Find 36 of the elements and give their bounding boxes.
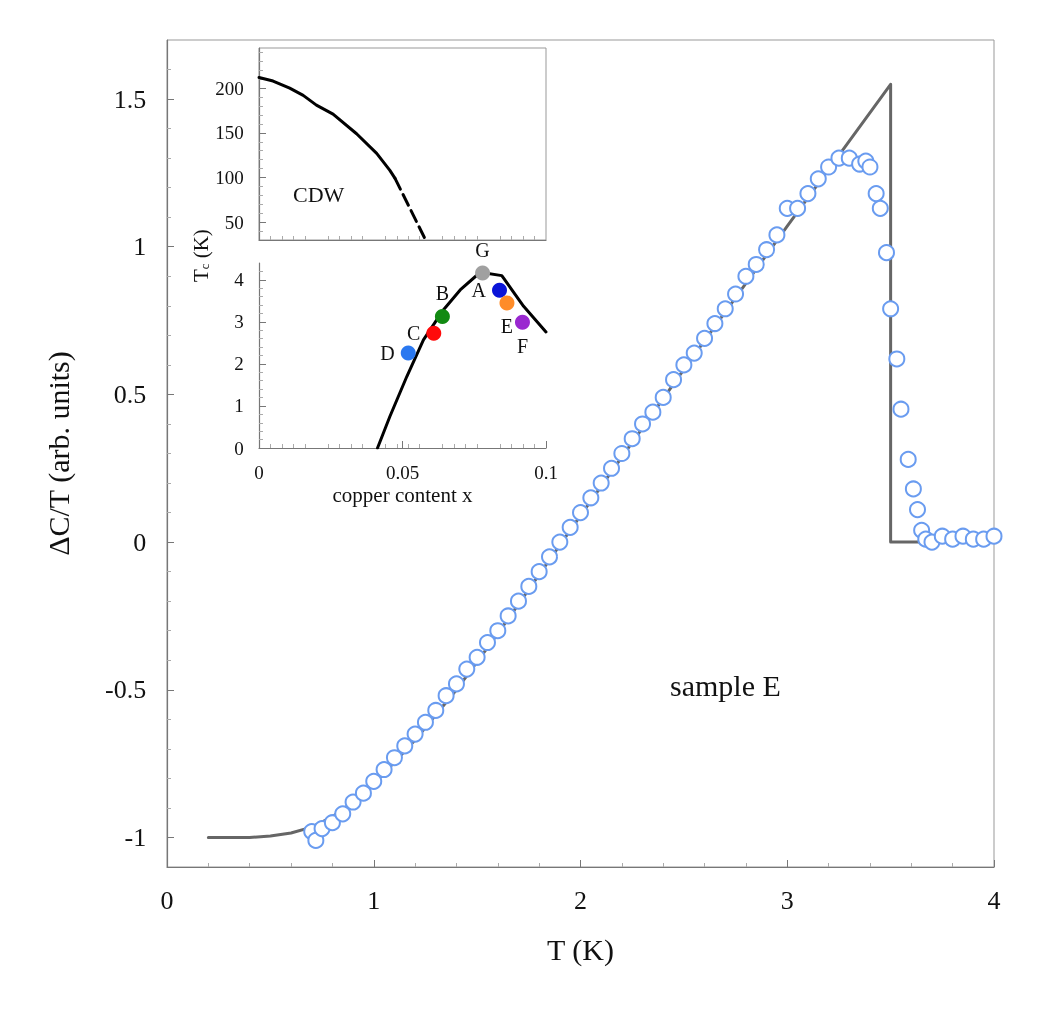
y-tick-label: -1 <box>124 822 147 852</box>
x-tick-label: 0 <box>160 886 174 916</box>
annotation: sample E <box>670 668 781 702</box>
series-label: E <box>500 315 514 338</box>
series-label: C <box>406 322 421 345</box>
y-tick-label: 0.5 <box>113 379 147 409</box>
x-tick-label: 2 <box>574 886 587 916</box>
y-tick-label: 100 <box>215 166 244 188</box>
series-label: D <box>380 341 395 364</box>
y-tick-label: 150 <box>215 122 244 144</box>
y-tick-label: 1 <box>133 232 147 262</box>
x-tick-label: 0.1 <box>534 462 558 484</box>
x-tick-label: 3 <box>780 886 794 916</box>
y-tick-label: 3 <box>234 311 244 333</box>
x-axis-title: copper content x <box>332 482 473 507</box>
y-axis-title: Tc (K) <box>188 229 213 282</box>
y-axis-title: ΔC/T (arb. units) <box>41 351 76 556</box>
y-tick-label: 1.5 <box>113 84 147 114</box>
series-label: F <box>516 334 529 357</box>
series-label: B <box>435 281 450 304</box>
annotation: CDW <box>293 181 345 207</box>
x-axis-title: T (K) <box>547 933 614 968</box>
y-tick-label: 2 <box>234 353 244 375</box>
y-tick-label: 200 <box>215 77 244 99</box>
y-tick-label: 0 <box>133 527 147 557</box>
series-label: G <box>475 238 490 261</box>
y-tick-label: 1 <box>234 395 244 417</box>
x-tick-label: 0 <box>254 462 264 484</box>
y-tick-label: 4 <box>234 269 245 291</box>
x-tick-label: 4 <box>987 886 1001 916</box>
y-tick-label: 0 <box>234 437 244 459</box>
x-tick-label: 1 <box>367 886 381 916</box>
series-label: A <box>471 279 487 302</box>
y-tick-label: -0.5 <box>105 675 147 705</box>
x-tick-label: 0.05 <box>385 462 420 484</box>
y-tick-label: 50 <box>224 211 244 233</box>
